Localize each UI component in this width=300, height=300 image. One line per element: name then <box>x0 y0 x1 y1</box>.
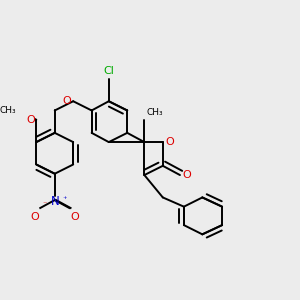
Text: O: O <box>165 137 174 147</box>
Text: N: N <box>50 195 59 208</box>
Text: ⁺: ⁺ <box>62 195 67 204</box>
Text: CH₃: CH₃ <box>0 106 16 115</box>
Text: CH₃: CH₃ <box>146 108 163 117</box>
Text: Cl: Cl <box>103 66 114 76</box>
Text: O: O <box>70 212 79 222</box>
Text: ⁻: ⁻ <box>43 200 47 208</box>
Text: O: O <box>182 170 191 180</box>
Text: O: O <box>26 115 35 125</box>
Text: O: O <box>30 212 39 222</box>
Text: O: O <box>62 96 71 106</box>
